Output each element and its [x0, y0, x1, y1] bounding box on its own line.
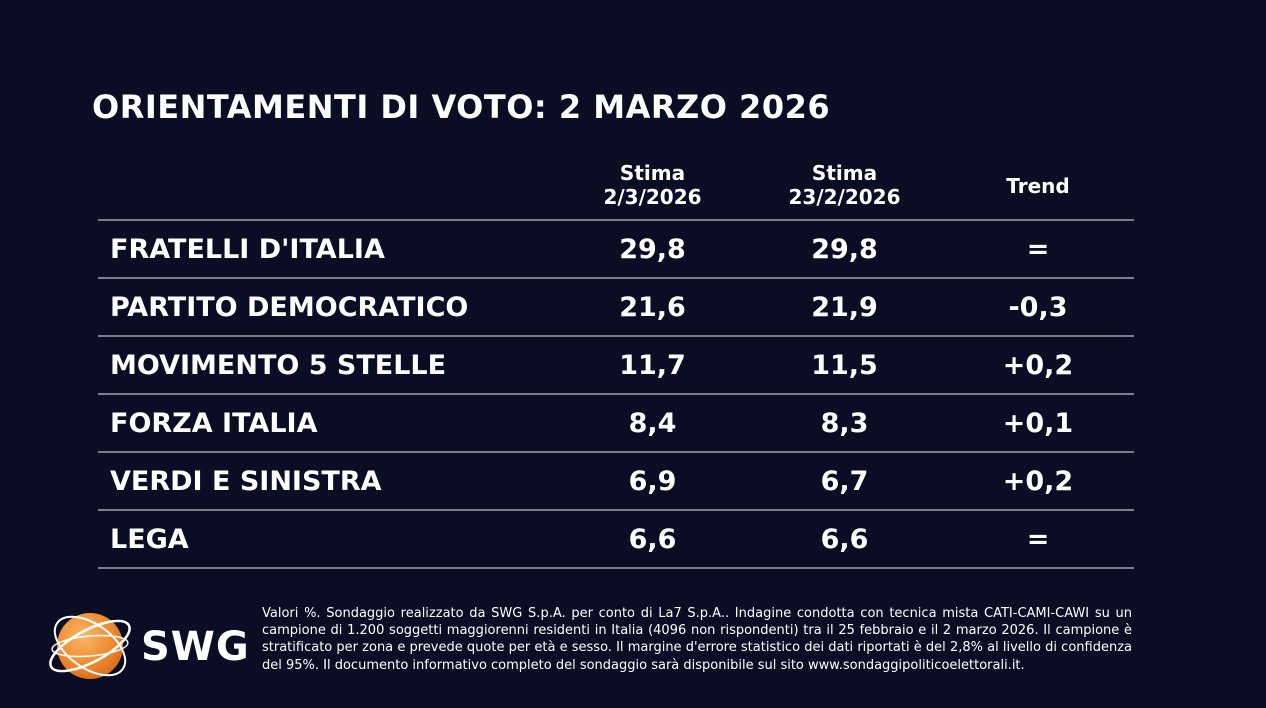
column-header-current-label: Stima	[619, 161, 686, 185]
current-estimate: 6,6	[628, 524, 677, 555]
current-estimate: 21,6	[619, 292, 686, 323]
column-header-current-date: 2/3/2026	[603, 185, 702, 209]
column-header-trend: Trend	[968, 174, 1108, 198]
poll-table: FRATELLI D'ITALIA 29,8 29,8 = PARTITO DEMOCR…	[98, 219, 1134, 569]
swg-globe-logo-icon	[49, 613, 131, 679]
party-name: VERDI E SINISTRA	[110, 466, 382, 497]
trend-value: +0,2	[1002, 350, 1074, 381]
previous-estimate: 11,5	[811, 350, 878, 381]
table-row: FORZA ITALIA 8,4 8,3 +0,1	[98, 395, 1134, 453]
trend-value: +0,2	[1002, 466, 1074, 497]
trend-value: =	[1026, 234, 1050, 265]
table-row: PARTITO DEMOCRATICO 21,6 21,9 -0,3	[98, 279, 1134, 337]
party-name: FRATELLI D'ITALIA	[110, 234, 385, 265]
table-row: MOVIMENTO 5 STELLE 11,7 11,5 +0,2	[98, 337, 1134, 395]
party-name: MOVIMENTO 5 STELLE	[110, 350, 447, 381]
column-header-trend-label: Trend	[1006, 174, 1070, 198]
column-header-previous: Stima 23/2/2026	[762, 161, 927, 209]
methodology-footnote: Valori %. Sondaggio realizzato da SWG S.…	[262, 606, 1132, 673]
current-estimate: 8,4	[628, 408, 677, 439]
trend-value: -0,3	[1008, 292, 1068, 323]
trend-value: =	[1026, 524, 1050, 555]
party-name: LEGA	[110, 524, 189, 555]
current-estimate: 29,8	[619, 234, 686, 265]
table-row: VERDI E SINISTRA 6,9 6,7 +0,2	[98, 453, 1134, 511]
party-name: PARTITO DEMOCRATICO	[110, 292, 469, 323]
column-header-previous-label: Stima	[811, 161, 878, 185]
swg-logo-text: SWG	[141, 624, 250, 670]
previous-estimate: 6,6	[820, 524, 869, 555]
current-estimate: 6,9	[628, 466, 677, 497]
previous-estimate: 21,9	[811, 292, 878, 323]
column-header-current: Stima 2/3/2026	[575, 161, 730, 209]
current-estimate: 11,7	[619, 350, 686, 381]
previous-estimate: 8,3	[820, 408, 869, 439]
trend-value: +0,1	[1002, 408, 1074, 439]
column-header-previous-date: 23/2/2026	[788, 185, 901, 209]
table-row: LEGA 6,6 6,6 =	[98, 511, 1134, 569]
table-row: FRATELLI D'ITALIA 29,8 29,8 =	[98, 221, 1134, 279]
page-title: ORIENTAMENTI DI VOTO: 2 MARZO 2026	[92, 88, 831, 126]
previous-estimate: 29,8	[811, 234, 878, 265]
party-name: FORZA ITALIA	[110, 408, 318, 439]
previous-estimate: 6,7	[820, 466, 869, 497]
